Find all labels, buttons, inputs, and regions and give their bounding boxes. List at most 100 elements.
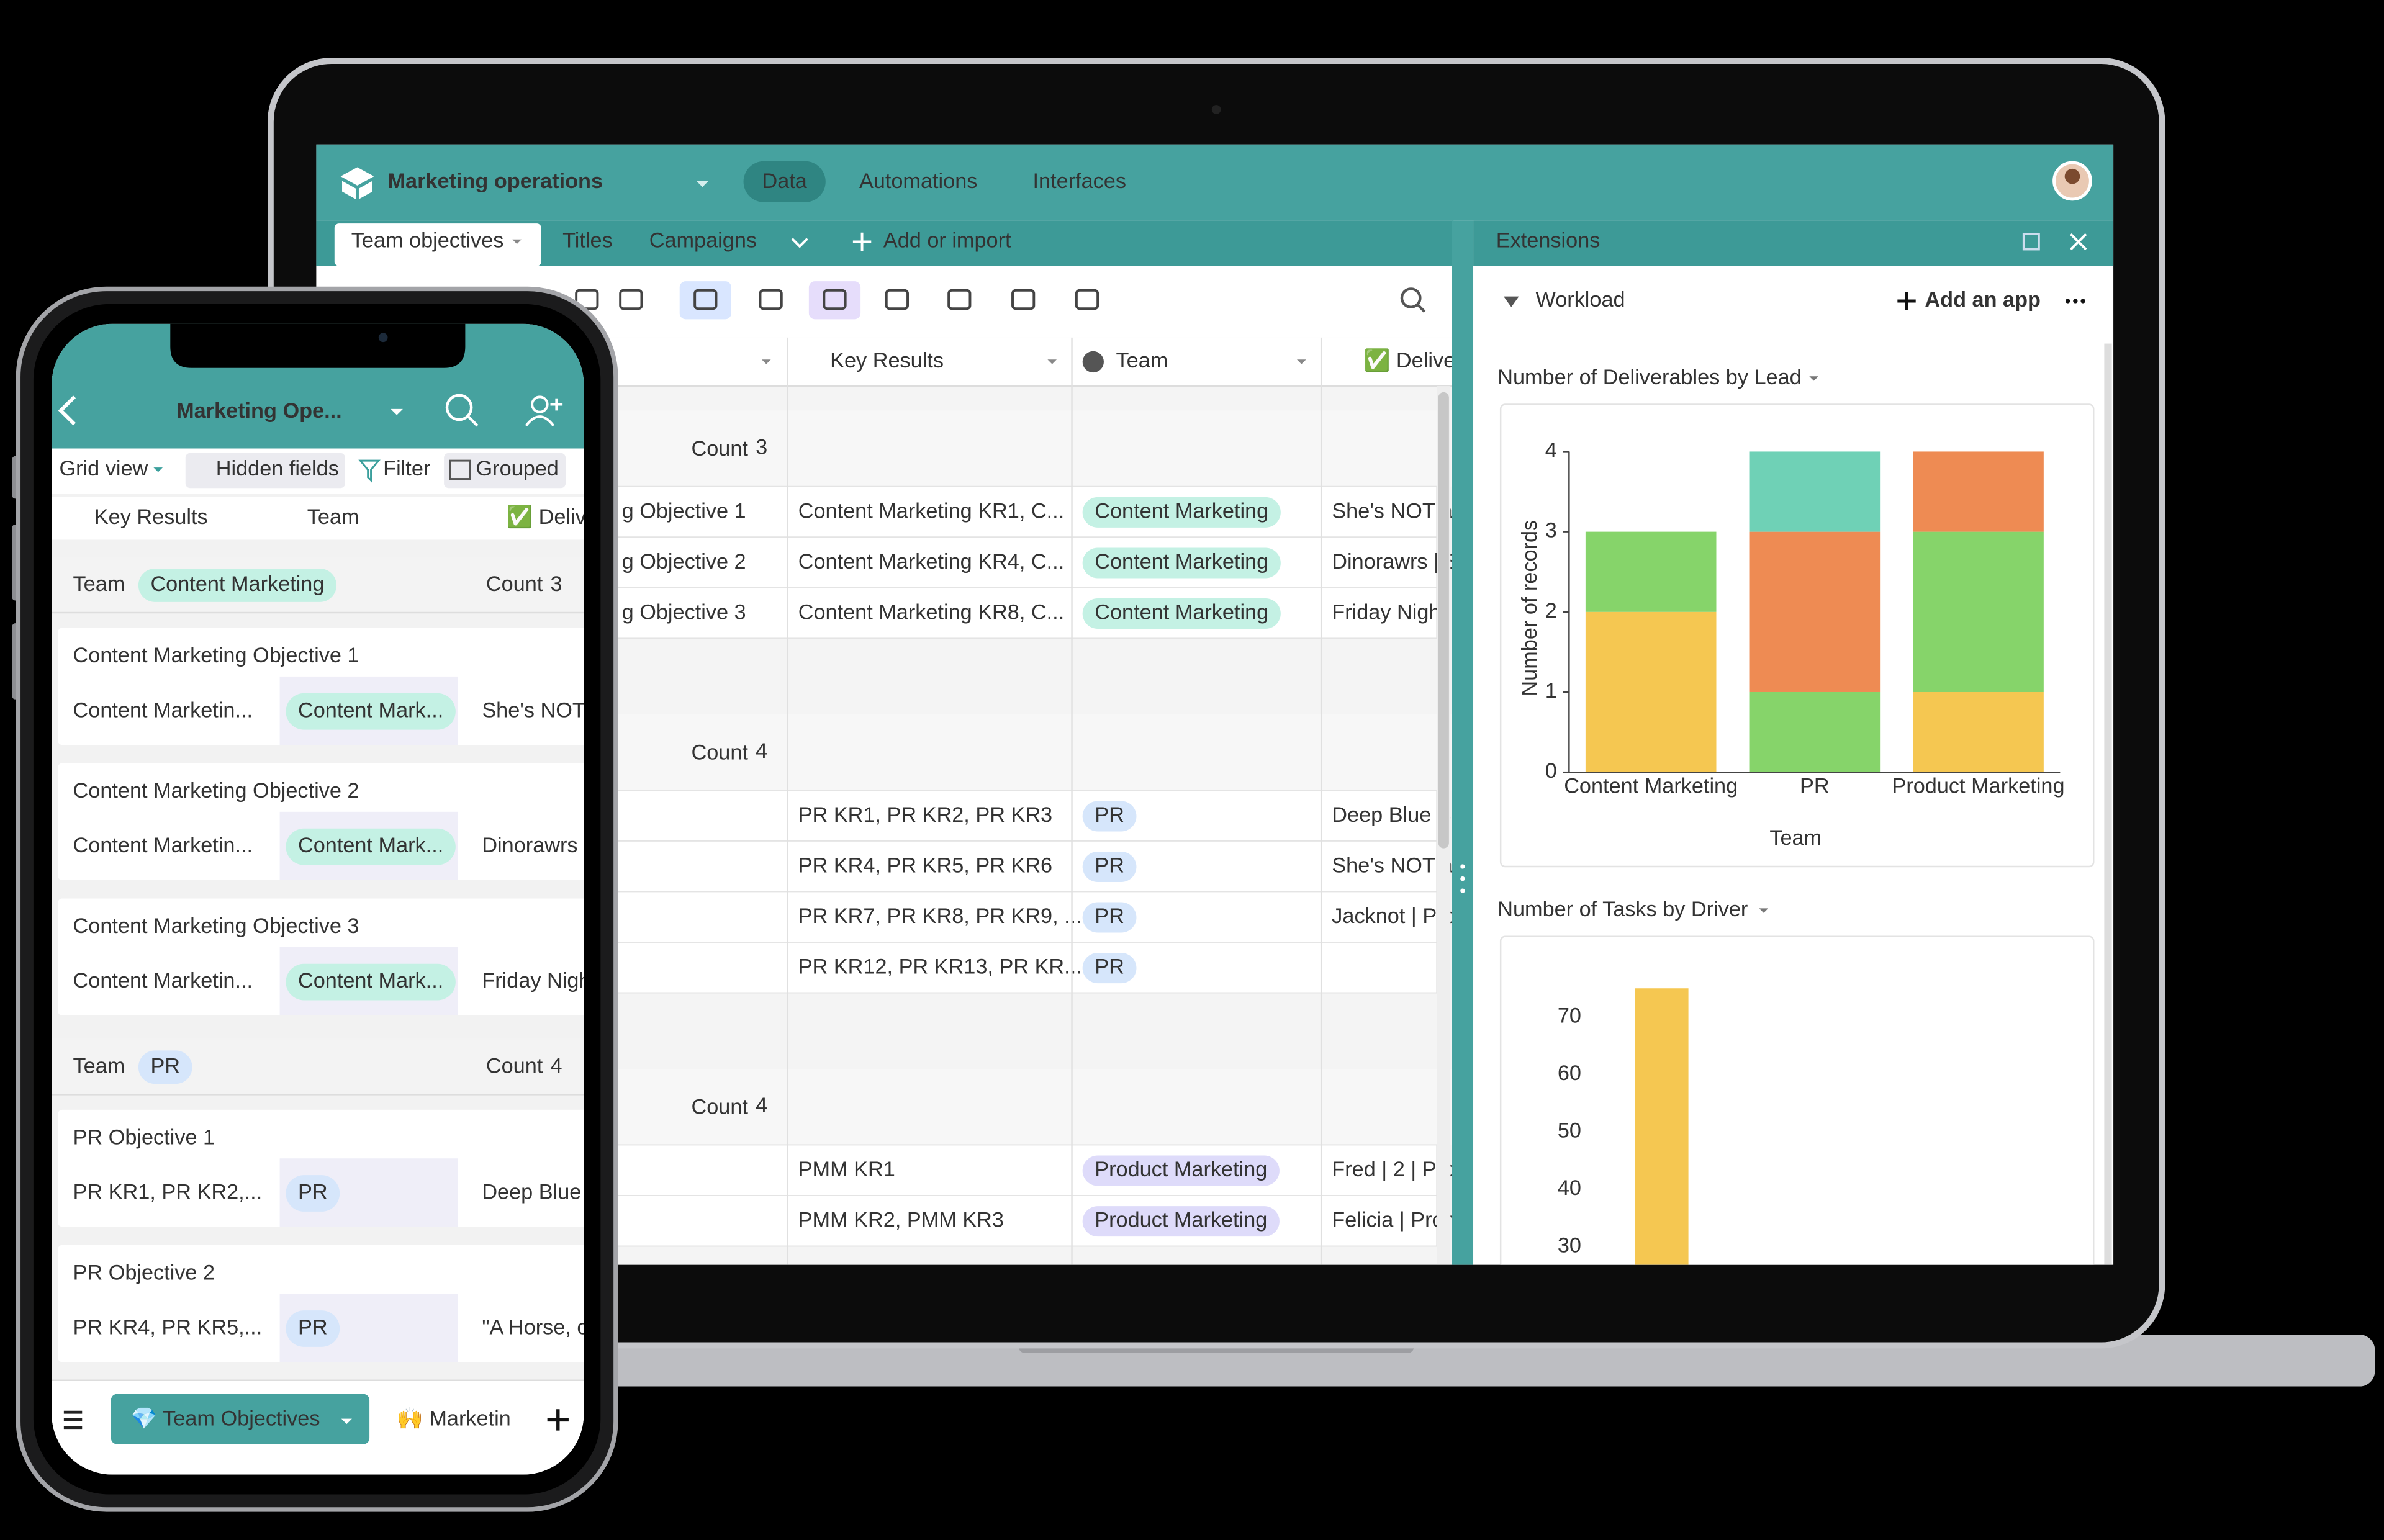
group-team-pill bbox=[138, 1050, 192, 1084]
chip-bg bbox=[444, 453, 566, 489]
menu-icon[interactable] bbox=[63, 1410, 83, 1430]
deliverables: "A Horse, o bbox=[482, 1316, 589, 1340]
nav-active-bg bbox=[743, 161, 826, 202]
dropdown-caret bbox=[696, 181, 709, 187]
add-app[interactable]: Add an app bbox=[1925, 288, 2041, 312]
hidden-fields[interactable]: Hidden fields bbox=[216, 457, 339, 480]
y-tick-label: 4 bbox=[1545, 439, 1557, 462]
group-count-label: Count bbox=[691, 437, 748, 461]
group-team-pill bbox=[138, 569, 337, 602]
toolbar-icon[interactable] bbox=[1011, 289, 1036, 310]
y-tick-label: 0 bbox=[1545, 759, 1557, 783]
team-pill bbox=[1082, 547, 1281, 579]
key-results: Content Marketin... bbox=[73, 698, 253, 722]
team-pill bbox=[1082, 852, 1137, 882]
deliverables: Dinorawrs | S bbox=[1332, 550, 1459, 574]
nav-tab[interactable]: Interfaces bbox=[1033, 169, 1126, 193]
deliverables: Dinorawrs bbox=[482, 834, 577, 857]
more-dot[interactable] bbox=[2073, 299, 2078, 304]
dropdown-caret bbox=[761, 359, 771, 364]
toolbar-icon[interactable] bbox=[1075, 289, 1099, 310]
grouped[interactable]: Grouped bbox=[476, 457, 559, 480]
dropdown-caret bbox=[1047, 359, 1057, 364]
key-results: Content Marketing KR4, C... bbox=[798, 550, 1065, 574]
column-header[interactable]: Key Results bbox=[830, 349, 944, 372]
dropdown-caret bbox=[512, 239, 522, 245]
field-icon bbox=[1082, 351, 1104, 373]
dropdown-caret bbox=[391, 408, 403, 415]
table-tab[interactable]: 💎 Team Objectives bbox=[131, 1407, 320, 1431]
table-tab[interactable]: Campaigns bbox=[649, 229, 757, 253]
y-tick-label: 60 bbox=[1558, 1061, 1581, 1085]
bar-segment bbox=[1749, 691, 1881, 773]
team: PR bbox=[1095, 955, 1124, 979]
group-icon bbox=[449, 459, 471, 480]
team-pill bbox=[286, 1310, 340, 1347]
close-icon[interactable] bbox=[2070, 233, 2087, 251]
deliverables: Friday Night bbox=[1332, 601, 1447, 624]
search-handle bbox=[1416, 303, 1426, 313]
key-results: PR KR4, PR KR5,... bbox=[73, 1316, 263, 1340]
camera bbox=[1211, 105, 1221, 114]
app-title[interactable]: Marketing operations bbox=[387, 169, 603, 193]
x-tick-label: Product Marketing bbox=[1892, 775, 2064, 798]
group-count: 4 bbox=[756, 739, 767, 763]
deliverables: Deep Blue bbox=[482, 1181, 581, 1204]
team: Content Mark... bbox=[298, 969, 443, 993]
extensions-scroll bbox=[2104, 343, 2112, 1265]
y-tick-label: 2 bbox=[1545, 599, 1557, 623]
share-icon[interactable] bbox=[531, 395, 549, 413]
chip-bg bbox=[185, 453, 345, 489]
team: PR bbox=[1095, 904, 1124, 928]
toolbar-icon[interactable] bbox=[619, 289, 643, 310]
filter[interactable]: Filter bbox=[383, 457, 430, 480]
column-header[interactable]: ✅ Deliver bbox=[1364, 348, 1463, 372]
avatar-head bbox=[2064, 168, 2080, 184]
record-title: PR Objective 2 bbox=[73, 1261, 215, 1284]
more-dot[interactable] bbox=[2080, 299, 2085, 304]
group-team: PR bbox=[150, 1054, 180, 1078]
x-tick-label: PR bbox=[1800, 775, 1830, 798]
toolbar-icon[interactable] bbox=[759, 289, 783, 310]
record-name[interactable]: g Objective 1 bbox=[622, 499, 746, 523]
toolbar-icon[interactable] bbox=[693, 289, 718, 310]
toolbar-icon[interactable] bbox=[947, 289, 972, 310]
table-tab[interactable]: 🙌 Marketin bbox=[397, 1407, 511, 1431]
fade bbox=[509, 1395, 540, 1444]
nav-tab[interactable]: Automations bbox=[859, 169, 977, 193]
more-dot[interactable] bbox=[2065, 299, 2070, 304]
team: Content Mark... bbox=[298, 834, 443, 857]
search-icon[interactable] bbox=[1400, 287, 1422, 308]
panel-divider bbox=[1452, 220, 1474, 1265]
group-label: Team bbox=[73, 1054, 125, 1078]
field-header: Team bbox=[307, 505, 359, 529]
extensions-panel: Workload Add an app Number of Deliverables… bbox=[1473, 266, 2114, 1265]
share-body bbox=[525, 398, 563, 427]
back-icon[interactable] bbox=[58, 395, 76, 426]
team-pill bbox=[1082, 1206, 1280, 1237]
group-label: Team bbox=[73, 572, 125, 596]
expand-icon[interactable] bbox=[2022, 233, 2040, 251]
bar-segment bbox=[1585, 611, 1717, 773]
toolbar-icon[interactable] bbox=[885, 289, 909, 310]
add-icon[interactable] bbox=[547, 1409, 569, 1431]
column-header[interactable]: Team bbox=[1116, 349, 1168, 372]
table-tab[interactable]: Titles bbox=[562, 229, 613, 253]
team: Content Marketing bbox=[1095, 499, 1268, 523]
toolbar-icon[interactable] bbox=[823, 289, 847, 310]
bar bbox=[1635, 988, 1689, 1265]
search-icon[interactable] bbox=[445, 394, 473, 421]
nav-tab[interactable]: Data bbox=[762, 169, 807, 193]
record-name[interactable]: g Objective 2 bbox=[622, 550, 746, 574]
bar-segment bbox=[1749, 531, 1881, 692]
search-handle bbox=[467, 415, 479, 427]
grid-view[interactable]: Grid view bbox=[60, 457, 148, 480]
key-results: PR KR7, PR KR8, PR KR9, ... bbox=[798, 904, 1082, 928]
toolbar-icon[interactable] bbox=[575, 289, 599, 310]
record-name[interactable]: g Objective 3 bbox=[622, 601, 746, 624]
team-pill bbox=[286, 1175, 340, 1212]
team: PR bbox=[298, 1181, 328, 1204]
table-tab[interactable]: Team objectives bbox=[351, 229, 504, 253]
add-import[interactable]: Add or import bbox=[883, 229, 1011, 253]
table-button[interactable] bbox=[111, 1394, 370, 1444]
